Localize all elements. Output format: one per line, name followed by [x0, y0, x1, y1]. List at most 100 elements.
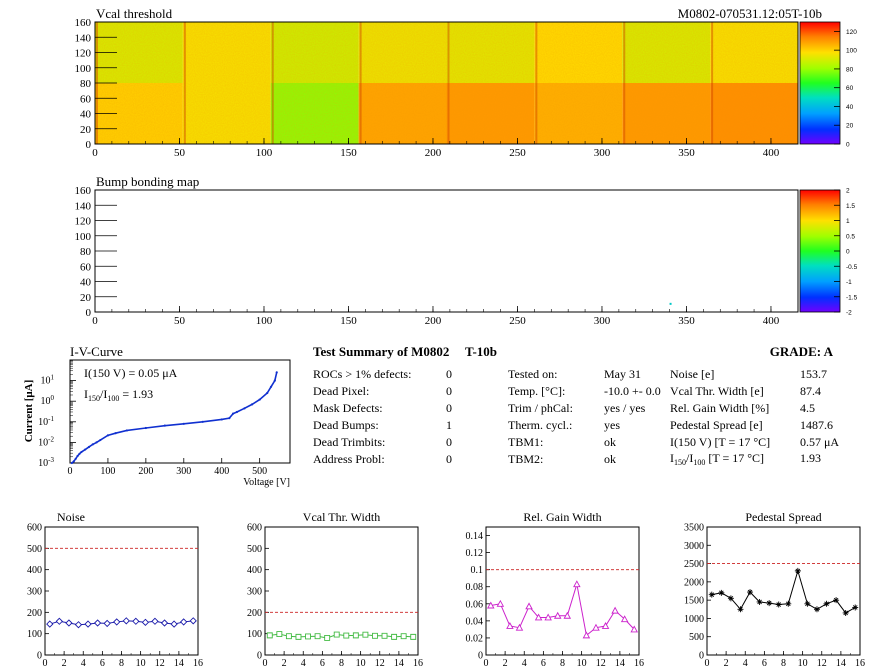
trend-data-point [842, 609, 849, 616]
bump-palette-tick-label: 0 [846, 249, 850, 256]
result-label: Rel. Gain Width [%] [670, 401, 769, 415]
trend-data-point [573, 580, 581, 588]
vcal-roc-noise [270, 22, 359, 83]
bump-y-tick-label: 140 [75, 200, 92, 212]
vcal-palette-tick-label: 100 [846, 48, 857, 55]
vcal-roc-noise [622, 83, 711, 144]
vcal-x-tick-label: 150 [340, 147, 357, 159]
iv-data-point [74, 457, 77, 460]
trend-data-point [525, 602, 533, 610]
vcal-roc-noise [446, 22, 535, 83]
trend-y-tick-label: 0 [37, 651, 42, 662]
trend-y-tick-label: 400 [247, 565, 262, 576]
vcal-x-tick-label: 250 [509, 147, 526, 159]
trend-x-tick-label: 12 [155, 658, 165, 669]
bump-x-tick-label: 50 [174, 315, 186, 327]
vcal-roc-noise [710, 83, 798, 144]
defect-value: 0 [446, 452, 452, 466]
iv-y-axis-label: Current [μA] [23, 380, 35, 443]
bump-x-tick-label: 400 [763, 315, 780, 327]
iv-y-tick-label: 100 [41, 394, 55, 407]
bump-y-tick-label: 160 [75, 185, 92, 197]
trend-y-tick-label: 0.12 [466, 548, 484, 559]
trend-series-line [49, 620, 194, 626]
trend-y-tick-label: 300 [27, 587, 42, 598]
vcal-x-tick-label: 400 [763, 147, 780, 159]
trend-data-point [785, 600, 792, 607]
trend-data-point [285, 633, 292, 640]
trend-data-point [553, 611, 562, 619]
trend-data-point [563, 611, 572, 619]
trend-data-point [170, 620, 178, 628]
trend-y-tick-label: 3500 [684, 523, 704, 534]
bump-heatmap-frame [94, 189, 799, 313]
vcal-roc-noise [710, 22, 798, 83]
trend-x-tick-label: 16 [634, 658, 644, 669]
iv-x-tick-label: 300 [176, 466, 191, 477]
trend-chart-title: Rel. Gain Width [523, 510, 601, 524]
trend-data-point [324, 634, 331, 641]
vcal-x-tick-label: 50 [174, 147, 186, 159]
trend-data-point [55, 617, 63, 625]
trend-data-point [747, 589, 754, 596]
condition-label: TBM1: [508, 435, 543, 449]
trend-data-point [180, 618, 188, 626]
vcal-roc-noise [622, 22, 711, 83]
vcal-roc-noise [358, 83, 447, 144]
iv-data-point [78, 452, 81, 455]
vcal-x-tick-label: 0 [92, 147, 98, 159]
iv-data-point [76, 454, 79, 458]
trend-x-tick-label: 10 [136, 658, 146, 669]
defect-label: ROCs > 1% defects: [313, 367, 411, 381]
trend-data-point [766, 600, 773, 607]
vcal-roc-noise [182, 83, 271, 144]
trend-data-point [103, 619, 111, 628]
trend-data-point [362, 631, 369, 638]
iv-data-point [99, 438, 102, 442]
trend-chart-frame [706, 526, 861, 656]
trend-x-tick-label: 10 [356, 658, 366, 669]
iv-data-point [163, 424, 166, 427]
trend-data-point [813, 606, 820, 613]
condition-label: Trim / phCal: [508, 401, 573, 415]
trend-data-point [132, 617, 140, 625]
trend-data-point [718, 589, 725, 596]
bump-x-tick-label: 100 [256, 315, 273, 327]
iv-data-point [144, 426, 147, 430]
module-id-label: M0802-070531.12:05T-10b [678, 6, 822, 21]
trend-x-tick-label: 4 [743, 658, 748, 669]
result-label: Pedestal Spread [e] [670, 418, 763, 432]
trend-x-tick-label: 2 [282, 658, 287, 669]
trend-data-point [343, 632, 350, 639]
trend-data-point [727, 595, 734, 602]
vcal-roc-noise [534, 83, 623, 144]
iv-annotation-i150: I(150 V) = 0.05 μA [84, 366, 178, 380]
iv-x-tick-label: 400 [214, 466, 229, 477]
trend-data-point [630, 625, 638, 633]
trend-x-tick-label: 14 [615, 658, 625, 669]
trend-y-tick-label: 200 [27, 608, 42, 619]
trend-x-tick-label: 14 [174, 658, 184, 669]
bump-x-tick-label: 0 [92, 315, 98, 327]
iv-data-point [201, 420, 204, 423]
trend-x-tick-label: 12 [375, 658, 385, 669]
trend-x-tick-label: 2 [724, 658, 729, 669]
trend-y-tick-label: 1500 [684, 596, 704, 607]
trend-x-tick-label: 16 [413, 658, 423, 669]
result-label: Vcal Thr. Width [e] [670, 384, 764, 398]
iv-x-tick-label: 500 [252, 466, 267, 477]
trend-x-tick-label: 14 [836, 658, 846, 669]
iv-data-point [70, 461, 73, 465]
trend-data-point [496, 599, 505, 607]
iv-x-tick-label: 200 [138, 466, 153, 477]
trend-data-point [410, 633, 417, 640]
trend-data-point [314, 633, 321, 640]
trend-data-point [65, 619, 73, 627]
vcal-palette-tick-label: 120 [846, 29, 857, 36]
trend-data-point [804, 600, 811, 607]
bump-y-tick-label: 120 [75, 216, 92, 228]
iv-data-point [273, 379, 276, 382]
result-value: 0.57 μA [800, 435, 839, 449]
iv-annotation-ratio: I150/I100 = 1.93 [84, 387, 153, 403]
condition-label: TBM2: [508, 452, 543, 466]
